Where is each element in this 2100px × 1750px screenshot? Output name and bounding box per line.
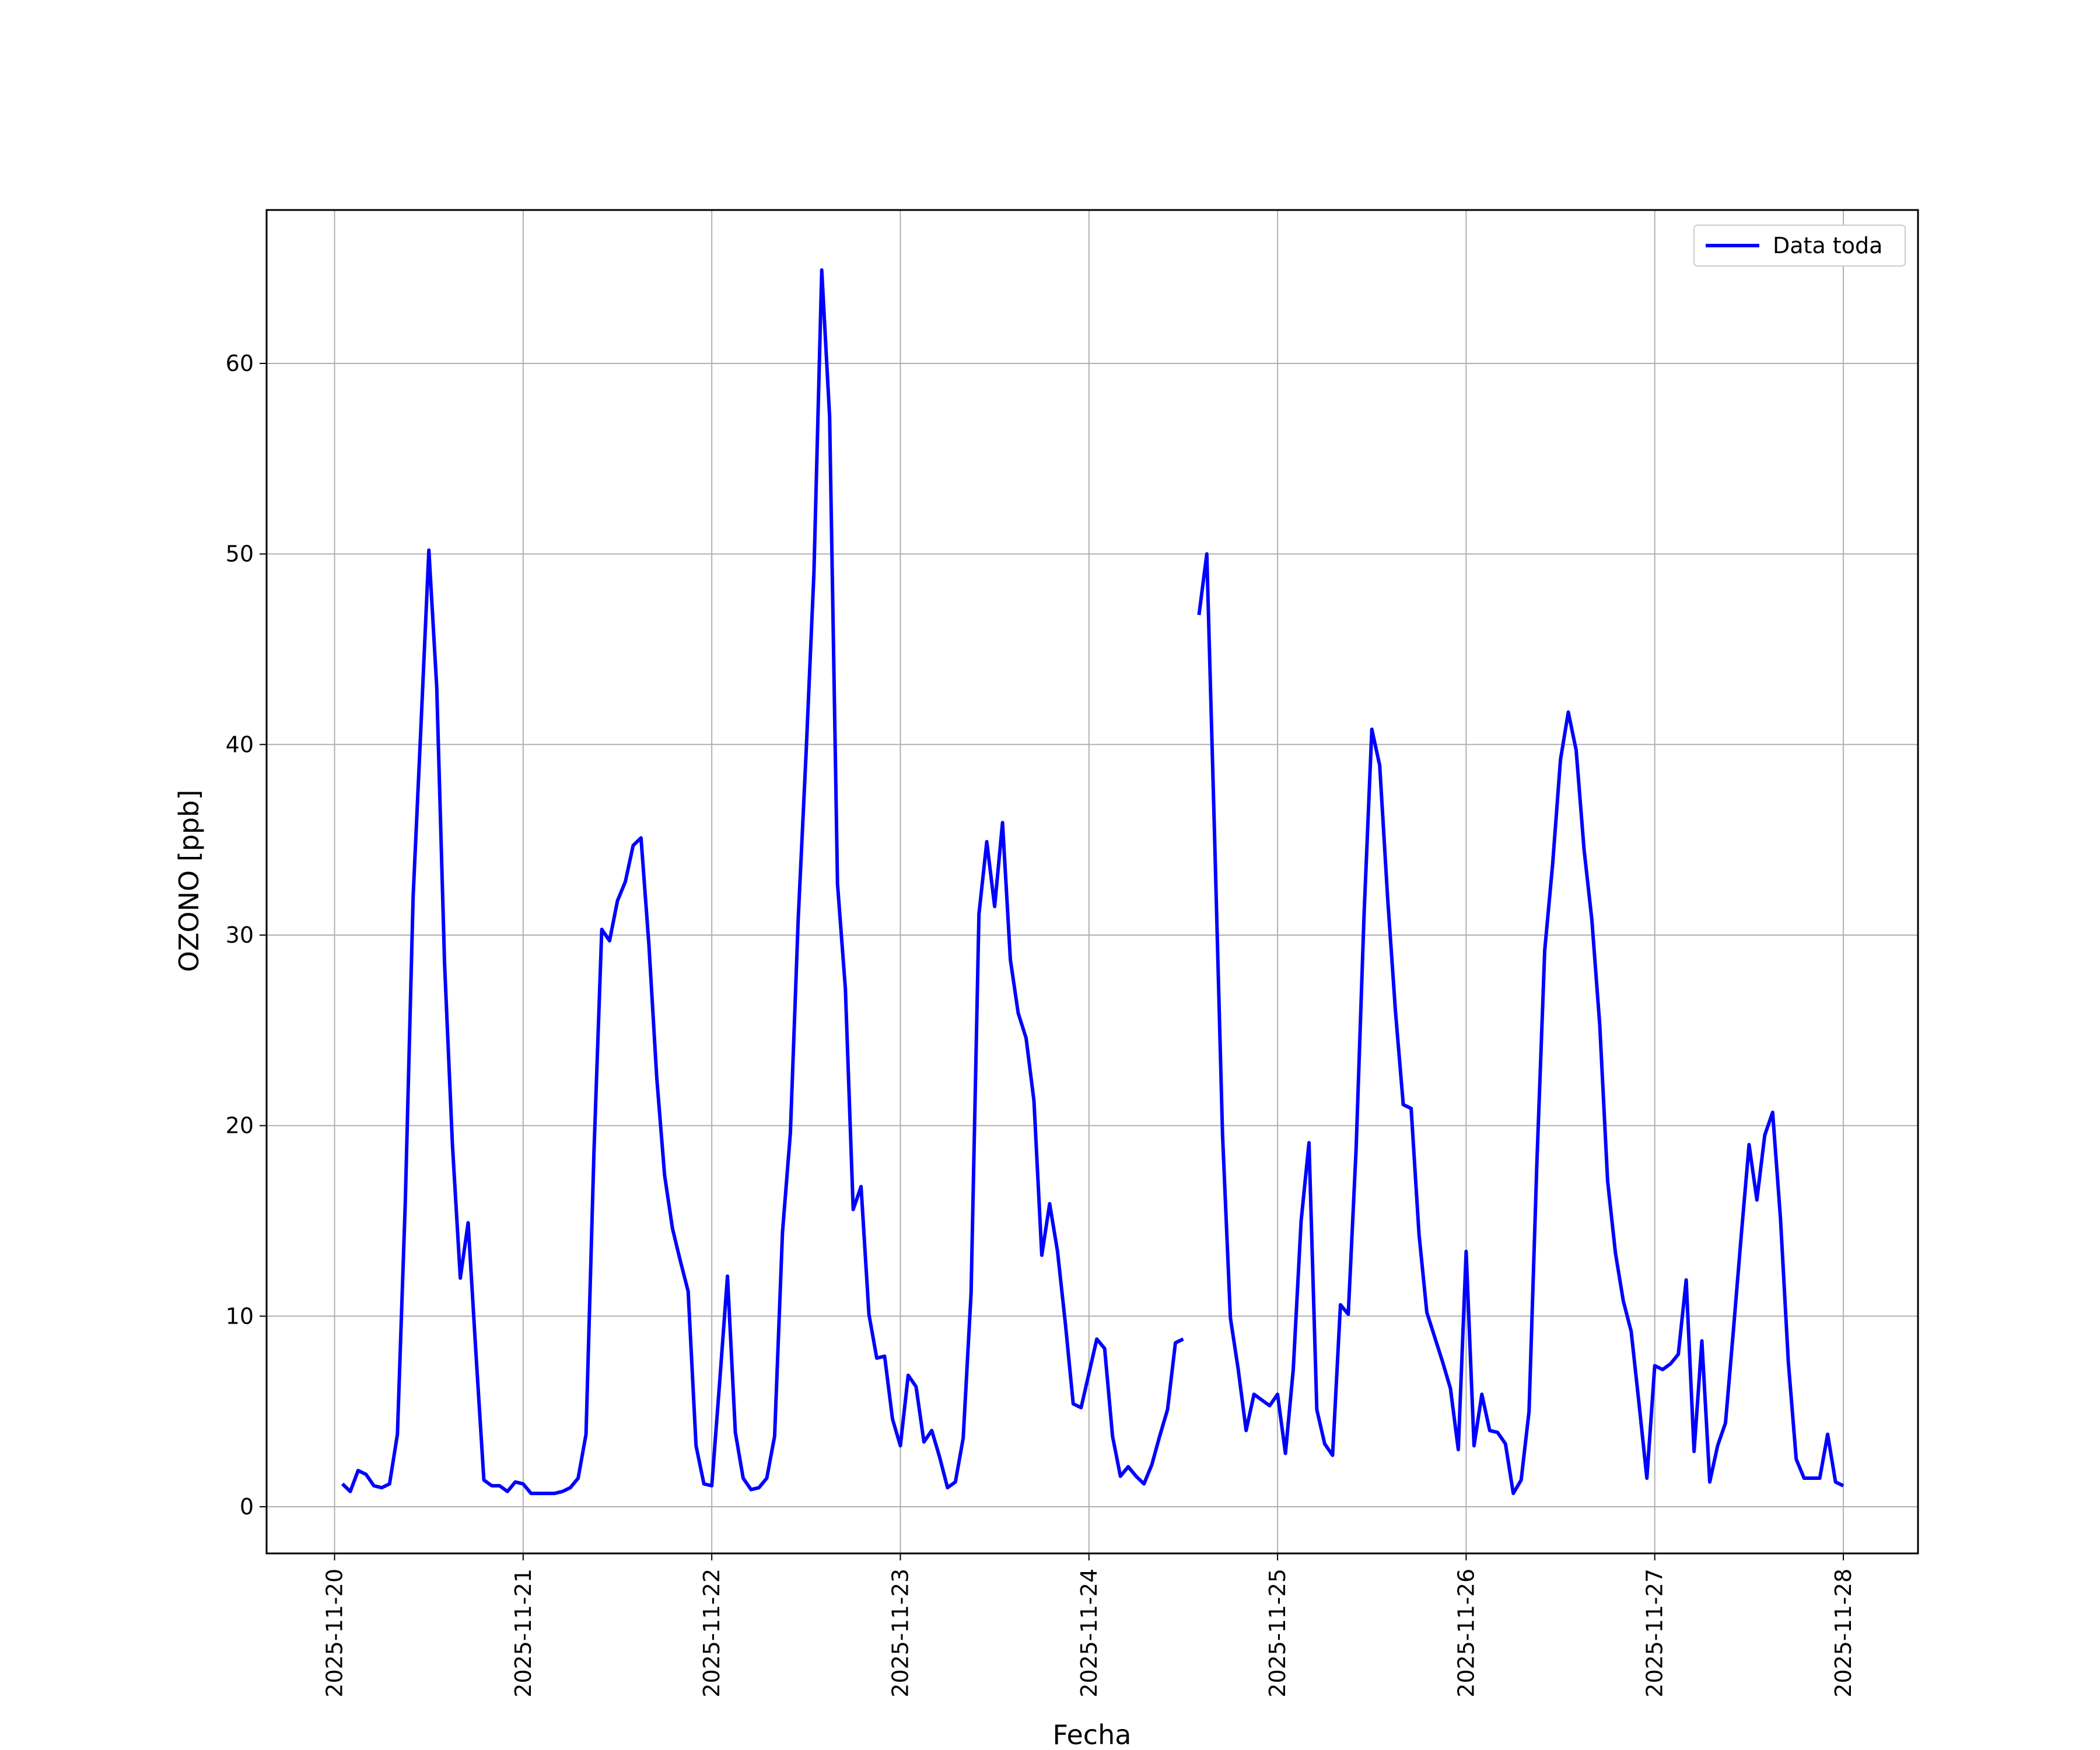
y-tick-label: 20 [226, 1113, 254, 1139]
x-tick-label: 2025-11-28 [1831, 1569, 1856, 1698]
x-tick-label: 2025-11-25 [1265, 1569, 1290, 1698]
plot-frame [265, 209, 1919, 1555]
x-tick-label: 2025-11-27 [1642, 1569, 1668, 1698]
x-tick-label: 2025-11-20 [322, 1569, 348, 1698]
x-tick-label: 2025-11-22 [699, 1569, 724, 1698]
x-tick-label: 2025-11-23 [887, 1569, 913, 1698]
x-tick-label: 2025-11-24 [1076, 1569, 1102, 1698]
legend-box [1693, 225, 1906, 267]
legend-label: Data toda [1773, 233, 1882, 258]
x-tick-label: 2025-11-26 [1453, 1569, 1479, 1698]
y-tick-label: 60 [226, 351, 254, 376]
y-tick-label: 40 [226, 732, 254, 757]
x-axis-label: Fecha [1053, 1719, 1132, 1750]
y-tick-label: 0 [240, 1494, 254, 1520]
y-tick-label: 50 [226, 541, 254, 567]
y-tick-label: 30 [226, 922, 254, 948]
data-line [341, 268, 1845, 1496]
y-axis-label: OZONO [ppb] [173, 790, 205, 972]
y-tick-label: 10 [226, 1303, 254, 1329]
x-tick-label: 2025-11-21 [510, 1569, 536, 1698]
